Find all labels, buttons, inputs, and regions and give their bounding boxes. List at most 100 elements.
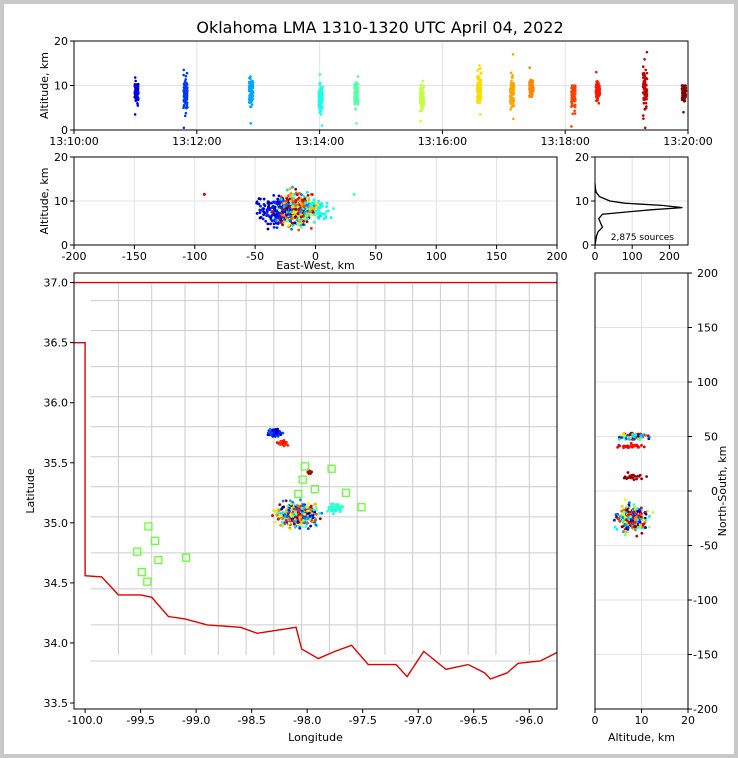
source-point <box>292 522 296 526</box>
source-point <box>297 207 301 211</box>
source-point <box>332 512 335 516</box>
source-point <box>353 102 357 106</box>
source-point <box>317 209 321 213</box>
source-point <box>290 221 294 225</box>
source-point <box>302 219 305 223</box>
source-point <box>281 524 285 528</box>
source-point <box>572 92 575 96</box>
source-point <box>625 508 629 512</box>
source-point <box>289 502 293 506</box>
source-point <box>293 525 297 529</box>
source-point <box>511 97 514 100</box>
plan-view-xtick-label: -97.0 <box>404 714 432 727</box>
source-point <box>310 202 314 205</box>
source-point <box>288 197 292 201</box>
source-point <box>274 510 278 513</box>
source-point <box>632 525 636 529</box>
source-point <box>255 212 259 215</box>
source-point <box>641 518 645 522</box>
source-point <box>276 427 280 431</box>
source-point <box>299 498 302 502</box>
time-height-xtick-label: 13:10:00 <box>49 135 98 148</box>
source-point <box>628 510 632 514</box>
source-point <box>643 94 647 97</box>
source-point <box>629 441 633 445</box>
source-point <box>296 509 300 512</box>
ew-height-ylabel: Altitude, km <box>38 167 51 234</box>
source-point <box>314 508 318 512</box>
source-point <box>640 477 644 481</box>
source-point <box>639 435 643 439</box>
source-point <box>477 91 481 95</box>
source-point <box>573 105 577 109</box>
source-point <box>622 510 626 514</box>
source-point <box>271 429 275 433</box>
source-point <box>262 203 266 206</box>
source-point <box>294 199 298 203</box>
source-point <box>595 80 598 83</box>
figure-svg: Oklahoma LMA 1310-1320 UTC April 04, 202… <box>24 18 729 744</box>
source-point <box>645 509 649 513</box>
source-point <box>308 208 312 211</box>
source-point <box>307 512 310 516</box>
source-point <box>623 533 627 537</box>
station-marker <box>144 522 153 531</box>
source-point <box>306 193 310 197</box>
source-point <box>596 97 599 100</box>
source-point <box>508 87 512 91</box>
source-point <box>325 201 329 205</box>
source-point <box>476 78 480 81</box>
source-point <box>644 518 648 522</box>
plan-view-ytick-label: 34.0 <box>44 637 69 650</box>
source-point <box>330 506 334 510</box>
source-point <box>645 50 649 54</box>
plan-view-xlabel: Longitude <box>288 731 343 744</box>
source-point <box>573 109 576 113</box>
source-point <box>272 225 276 229</box>
source-point <box>512 117 515 121</box>
source-point <box>512 85 516 89</box>
histogram-xtick-label: 100 <box>622 250 643 263</box>
source-point <box>626 526 630 530</box>
source-point <box>278 209 282 212</box>
source-point <box>184 94 188 98</box>
source-point <box>287 204 291 208</box>
source-point <box>508 100 512 103</box>
source-point <box>291 199 295 203</box>
source-point <box>683 89 686 92</box>
ns-height-xtick-label: 0 <box>592 714 599 727</box>
source-point <box>647 525 651 529</box>
source-point <box>510 79 513 83</box>
time-height-xtick-label: 13:16:00 <box>418 135 467 148</box>
source-point <box>643 107 647 111</box>
source-point <box>645 105 648 108</box>
source-point <box>282 220 286 224</box>
source-point <box>289 192 293 195</box>
source-point <box>627 501 631 504</box>
source-point <box>629 515 633 519</box>
source-point <box>478 113 482 116</box>
source-point <box>511 102 515 106</box>
source-point <box>628 474 632 478</box>
source-point <box>644 526 647 529</box>
source-point <box>638 520 642 524</box>
plan-view-panel: -100.0 -99.5 -99.0 -98.5 -98.0 -97.5 -97.0 -96.… <box>24 272 558 744</box>
plan-view-ytick-label: 36.5 <box>44 337 69 350</box>
source-point <box>353 97 357 101</box>
source-point <box>647 515 651 519</box>
source-point <box>267 204 270 208</box>
source-point <box>307 198 311 202</box>
station-marker <box>181 553 191 562</box>
source-point <box>528 66 532 69</box>
source-point <box>291 204 295 208</box>
source-point <box>294 515 297 519</box>
source-point <box>623 515 627 519</box>
source-point <box>272 213 276 217</box>
source-point <box>291 185 294 189</box>
source-point <box>312 508 316 512</box>
source-point <box>280 206 284 210</box>
source-point <box>249 101 253 104</box>
source-point <box>639 523 643 527</box>
time-height-ytick-label: 0 <box>61 124 68 137</box>
station-marker <box>357 503 366 512</box>
